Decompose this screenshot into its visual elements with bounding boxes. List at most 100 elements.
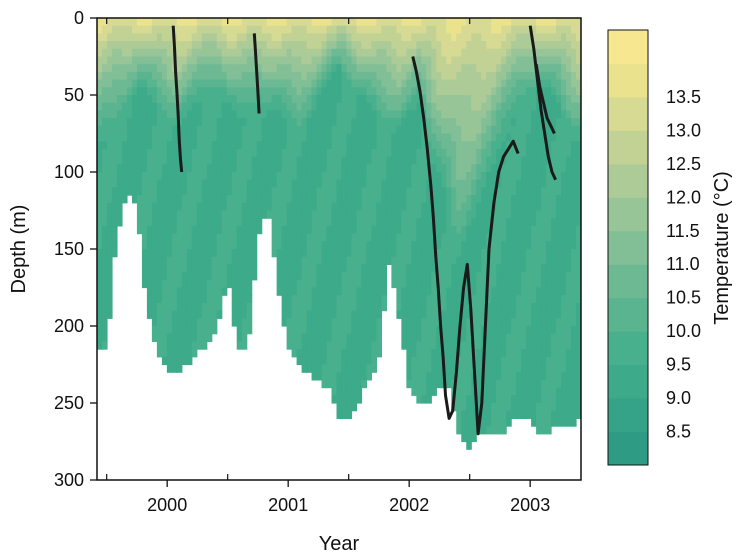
heatmap-cell (446, 279, 452, 289)
y-tick-label: 0 (74, 8, 84, 28)
heatmap-cell (226, 218, 233, 227)
heatmap-cell (491, 356, 497, 366)
heatmap-cell (486, 118, 492, 127)
heatmap-cell (486, 79, 492, 88)
heatmap-cell (401, 279, 407, 289)
heatmap-cell (276, 233, 283, 242)
heatmap-cell (286, 118, 293, 127)
heatmap-cell (416, 33, 422, 42)
heatmap-cell (321, 225, 328, 235)
heatmap-cell (276, 241, 283, 250)
heatmap-cell (481, 403, 487, 412)
heatmap-cell (551, 79, 557, 88)
heatmap-cell (391, 95, 397, 104)
heatmap-cell (206, 233, 213, 242)
heatmap-cell (486, 172, 492, 181)
heatmap-cell (326, 318, 333, 327)
heatmap-cell (536, 241, 542, 250)
heatmap-cell (556, 95, 562, 104)
heatmap-cell (491, 410, 497, 419)
heatmap-cell (136, 148, 143, 158)
heatmap-cell (206, 133, 213, 142)
heatmap-cell (536, 164, 542, 173)
heatmap-cell (186, 279, 193, 289)
heatmap-cell (471, 225, 477, 235)
heatmap-cell (191, 272, 198, 281)
heatmap-cell (396, 48, 402, 58)
heatmap-cell (341, 287, 348, 296)
heatmap-cell (281, 287, 288, 296)
heatmap-cell (471, 79, 477, 88)
heatmap-cell (121, 156, 128, 165)
heatmap-cell (311, 279, 318, 289)
heatmap-cell (151, 18, 158, 27)
heatmap-cell (506, 341, 512, 350)
heatmap-cell (526, 349, 532, 358)
heatmap-cell (451, 341, 457, 350)
heatmap-cell (316, 141, 323, 150)
heatmap-cell (266, 102, 273, 111)
heatmap-cell (336, 179, 343, 188)
heatmap-cell (281, 102, 288, 111)
heatmap-cell (331, 295, 338, 304)
heatmap-cell (351, 241, 358, 250)
heatmap-cell (126, 110, 133, 119)
heatmap-cell (536, 48, 542, 58)
heatmap-cell (296, 295, 303, 304)
heatmap-cell (496, 387, 502, 396)
heatmap-cell (386, 241, 392, 250)
heatmap-cell (421, 172, 427, 181)
heatmap-cell (346, 79, 353, 88)
heatmap-cell (276, 156, 283, 165)
heatmap-cell (381, 48, 387, 58)
heatmap-cell (151, 179, 158, 188)
heatmap-cell (366, 225, 373, 235)
heatmap-cell (566, 241, 572, 250)
heatmap-cell (221, 249, 228, 258)
heatmap-cell (97, 287, 103, 296)
heatmap-cell (326, 33, 333, 42)
heatmap-cell (436, 48, 442, 58)
heatmap-cell (311, 233, 318, 242)
heatmap-cell (456, 387, 462, 396)
heatmap-cell (356, 156, 363, 165)
heatmap-cell (101, 125, 108, 135)
heatmap-cell (336, 25, 343, 34)
heatmap-cell (501, 102, 507, 111)
heatmap-cell (556, 279, 562, 289)
heatmap-cell (451, 256, 457, 265)
heatmap-cell (506, 249, 512, 258)
heatmap-cell (306, 333, 313, 342)
heatmap-cell (501, 156, 507, 165)
heatmap-cell (126, 64, 133, 73)
heatmap-cell (501, 41, 507, 50)
heatmap-cell (321, 71, 328, 81)
heatmap-cell (496, 395, 502, 404)
heatmap-cell (496, 264, 502, 273)
heatmap-cell (561, 410, 567, 419)
heatmap-cell (226, 118, 233, 127)
heatmap-cell (371, 125, 378, 135)
heatmap-cell (336, 141, 343, 150)
heatmap-cell (441, 264, 447, 273)
heatmap-cell (426, 25, 432, 34)
heatmap-cell (231, 102, 238, 111)
heatmap-cell (481, 272, 487, 281)
heatmap-cell (381, 195, 387, 204)
heatmap-cell (341, 310, 348, 319)
heatmap-cell (231, 272, 238, 281)
heatmap-cell (516, 79, 522, 88)
heatmap-cell (491, 48, 497, 58)
heatmap-cell (221, 33, 228, 42)
heatmap-cell (531, 95, 537, 104)
heatmap-cell (466, 210, 472, 219)
heatmap-cell (166, 79, 173, 88)
heatmap-cell (401, 102, 407, 111)
heatmap-cell (296, 302, 303, 312)
heatmap-cell (556, 64, 562, 73)
heatmap-cell (146, 187, 153, 196)
heatmap-cell (331, 310, 338, 319)
heatmap-cell (441, 202, 447, 212)
heatmap-cell (97, 333, 103, 342)
